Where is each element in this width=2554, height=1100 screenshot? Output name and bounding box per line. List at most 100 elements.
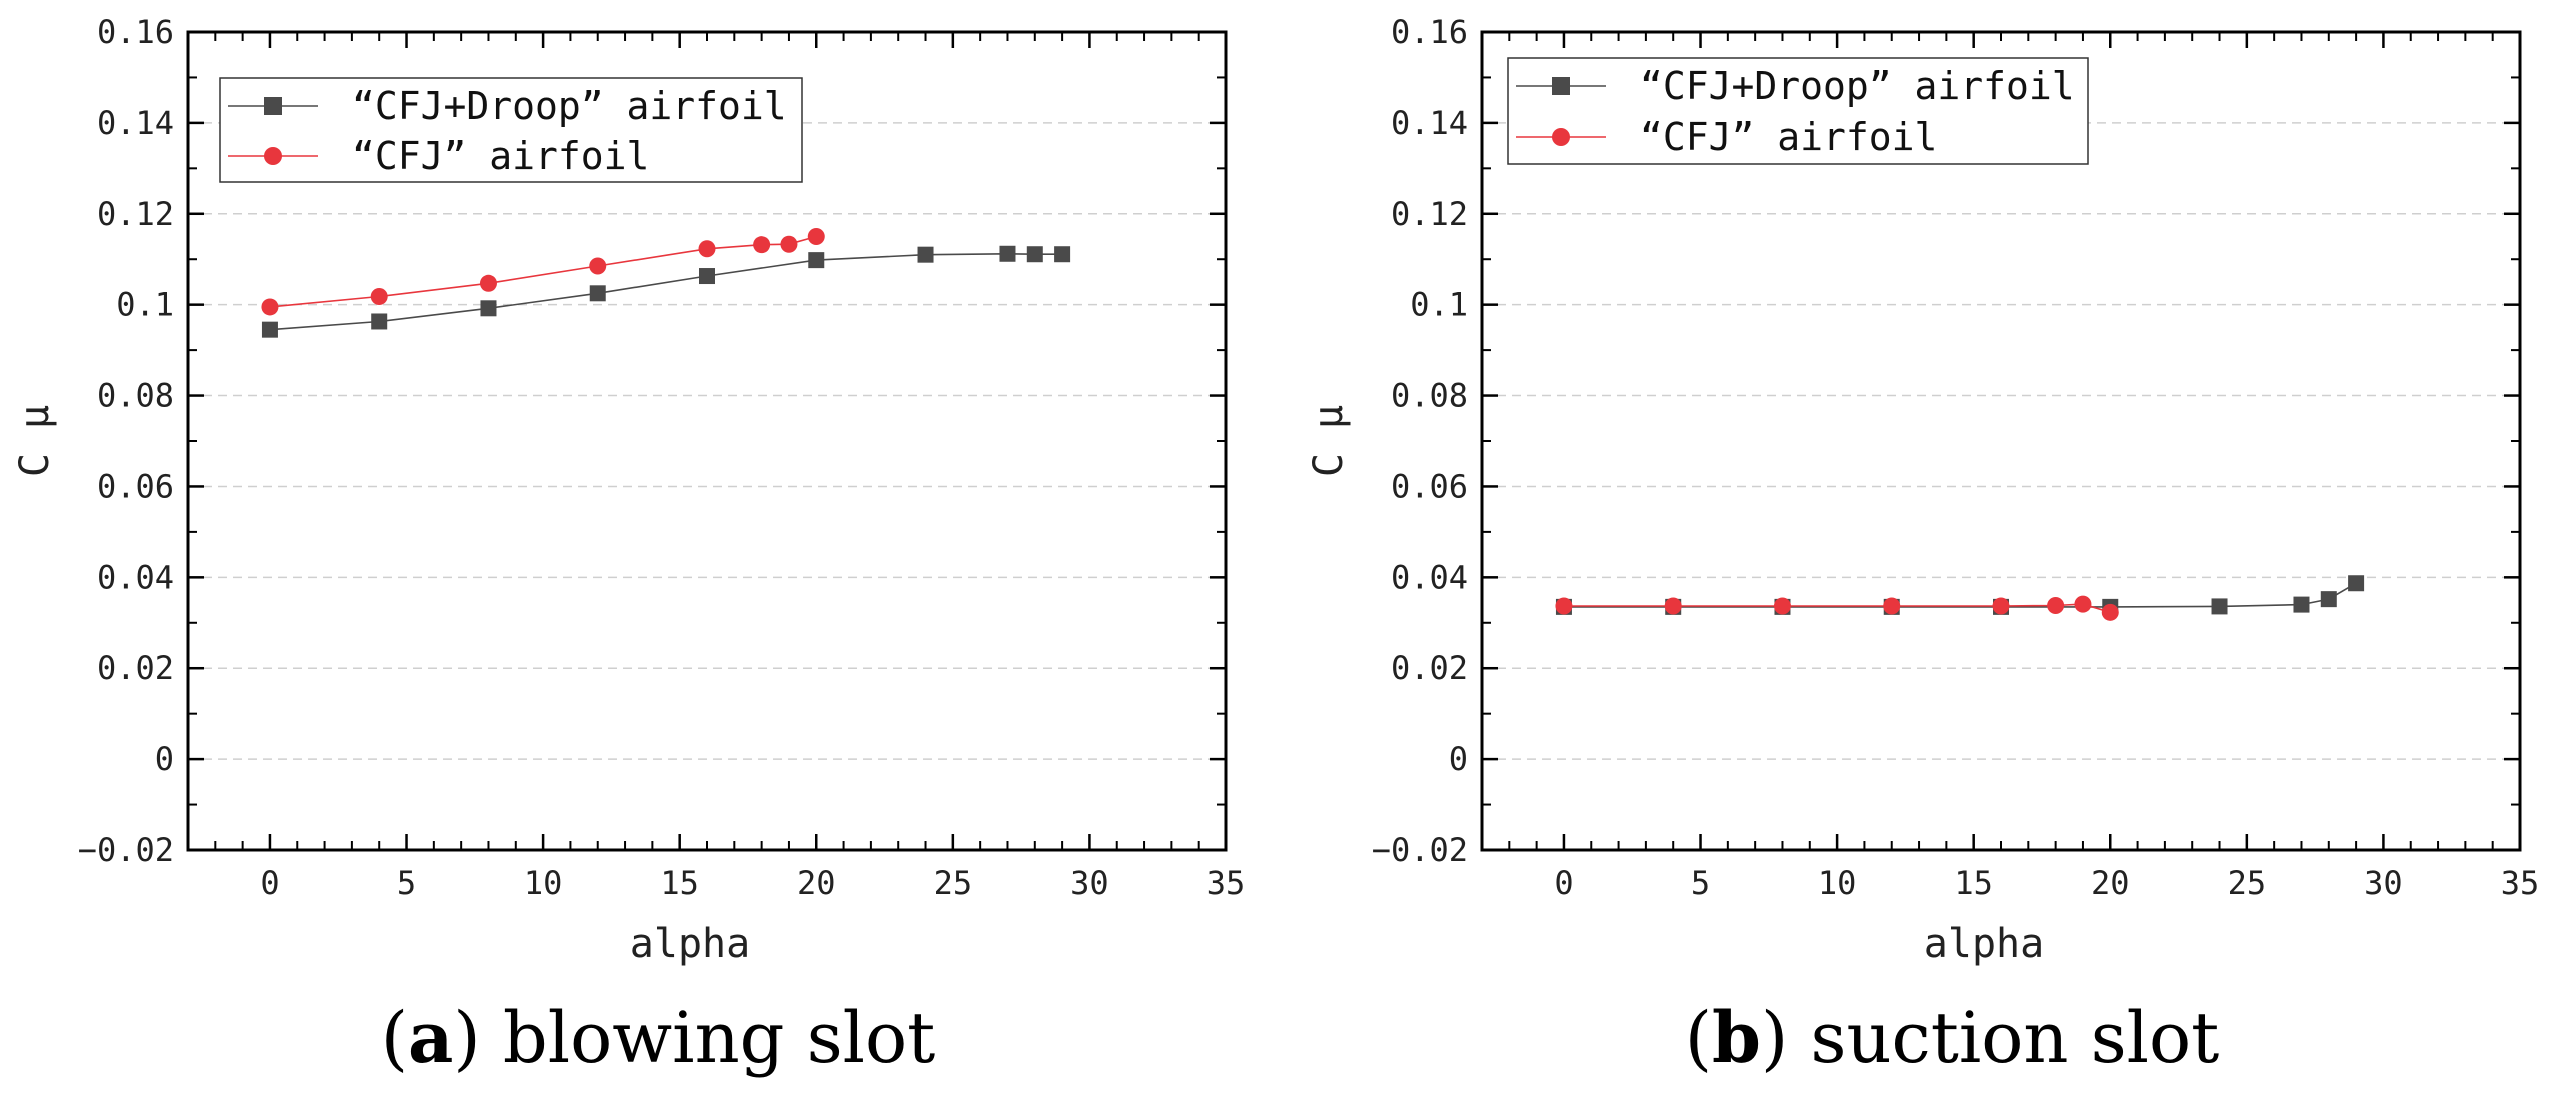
y-tick-label: 0.08 [97, 377, 174, 415]
series-line [1563, 582, 2357, 608]
x-axis-label: alpha [1924, 921, 2044, 967]
legend-box [1507, 57, 2089, 165]
y-tick-label: 0.1 [116, 286, 174, 324]
data-point-square [999, 245, 1016, 262]
series-line [1563, 603, 2111, 614]
y-tick-label: 0.08 [1391, 377, 1468, 415]
y-tick-label: 0.12 [97, 195, 174, 233]
x-tick-label: 10 [1818, 864, 1857, 902]
y-tick-label: 0.1 [1410, 286, 1468, 324]
legend-label-series-1: “CFJ+Droop” airfoil [1640, 64, 2075, 108]
x-tick-label: 25 [2228, 864, 2267, 902]
legend-marker-square [1552, 77, 1570, 95]
data-point-square [261, 321, 278, 338]
data-point-circle [1555, 597, 1573, 615]
x-tick-label: 0 [1554, 864, 1573, 902]
legend-marker-square [264, 97, 282, 115]
panel-blowing-slot: 0 5 10 15 20 25 30 35 −0.02 0 0.02 0.04 0.06 0.08 0.1… [12, 13, 1245, 1079]
caption-letter: a [408, 996, 453, 1079]
grid-lines [188, 122, 1226, 760]
y-axis-label: C μ [1306, 405, 1352, 477]
legend-label-series-2: “CFJ” airfoil [1640, 115, 1937, 159]
data-point-circle [807, 228, 825, 245]
legend: “CFJ+Droop” airfoil “CFJ” airfoil [1507, 57, 2089, 165]
data-point-square [480, 300, 497, 317]
data-point-square [2293, 596, 2310, 613]
data-point-square [808, 252, 825, 269]
caption-text: suction slot [1811, 997, 2220, 1079]
y-tick-label: 0.16 [1391, 13, 1468, 51]
caption-text: blowing slot [503, 997, 935, 1079]
x-tick-labels: 0 5 10 15 20 25 30 35 [1554, 864, 2539, 902]
y-tick-label: 0.14 [97, 104, 174, 142]
data-point-circle [1992, 597, 2010, 615]
data-point-circle [2101, 603, 2119, 621]
data-point-square [1026, 246, 1043, 263]
data-point-square [2348, 575, 2365, 592]
y-tick-label: 0 [1449, 740, 1468, 778]
data-point-square [371, 313, 388, 330]
grid-lines [1482, 122, 2520, 760]
x-tick-label: 35 [2501, 864, 2540, 902]
x-tick-labels: 0 5 10 15 20 25 30 35 [260, 864, 1245, 902]
y-tick-label: 0.04 [1391, 558, 1468, 596]
legend-label-series-1: “CFJ+Droop” airfoil [352, 84, 787, 128]
x-tick-label: 20 [2091, 864, 2130, 902]
y-tick-label: 0.02 [97, 649, 174, 687]
y-tick-label: 0.06 [97, 467, 174, 505]
x-axis-label: alpha [630, 921, 750, 967]
series-layer [1555, 575, 2365, 621]
data-point-circle [698, 240, 716, 258]
legend: “CFJ+Droop” airfoil “CFJ” airfoil [219, 77, 803, 183]
x-tick-label: 25 [934, 864, 973, 902]
legend-marker-circle [264, 147, 282, 165]
x-tick-label: 10 [524, 864, 563, 902]
x-tick-label: 20 [797, 864, 836, 902]
data-point-square [2211, 598, 2228, 615]
y-axis-label: C μ [12, 405, 58, 477]
data-point-circle [753, 236, 771, 254]
legend-marker-circle [1552, 128, 1570, 146]
y-tick-label: 0.12 [1391, 195, 1468, 233]
x-tick-label: 0 [260, 864, 279, 902]
data-point-circle [261, 298, 279, 316]
data-point-circle [1664, 597, 1682, 615]
data-point-square [589, 285, 606, 302]
panel-suction-slot: 0 5 10 15 20 25 30 35 −0.02 0 0.02 0.04 0.06 0.08 0.1… [1306, 13, 2539, 1079]
data-point-square [2320, 591, 2337, 608]
series-line [269, 252, 1063, 331]
y-tick-label: −0.02 [78, 831, 174, 869]
panel-caption: (b) suction slot [1685, 996, 2220, 1079]
y-tick-label: 0.16 [97, 13, 174, 51]
x-tick-label: 15 [1954, 864, 1993, 902]
x-tick-label: 30 [1070, 864, 1109, 902]
data-point-square [917, 246, 934, 263]
data-point-square [1054, 246, 1071, 263]
axis-ticks [1481, 30, 2522, 852]
x-tick-label: 30 [2364, 864, 2403, 902]
data-point-circle [2047, 597, 2065, 615]
y-tick-label: −0.02 [1372, 831, 1468, 869]
data-point-circle [1773, 597, 1791, 615]
data-point-square [699, 268, 715, 285]
y-tick-labels: −0.02 0 0.02 0.04 0.06 0.08 0.1 0.12 0.14 0.16 [1372, 13, 1468, 869]
caption-letter: b [1712, 996, 1761, 1079]
axis-ticks [187, 30, 1228, 852]
x-tick-label: 15 [660, 864, 699, 902]
data-point-circle [2074, 595, 2092, 613]
y-tick-label: 0.02 [1391, 649, 1468, 687]
legend-label-series-2: “CFJ” airfoil [352, 134, 649, 178]
series-layer [261, 228, 1071, 338]
data-point-circle [589, 257, 607, 275]
y-tick-labels: −0.02 0 0.02 0.04 0.06 0.08 0.1 0.12 0.14 0.16 [78, 13, 174, 869]
y-tick-label: 0.04 [97, 558, 174, 596]
panel-caption: (a) blowing slot [381, 996, 936, 1079]
data-point-circle [370, 287, 388, 305]
y-tick-label: 0.06 [1391, 467, 1468, 505]
data-point-circle [780, 235, 798, 253]
x-tick-label: 5 [397, 864, 416, 902]
x-tick-label: 35 [1207, 864, 1246, 902]
data-point-circle [1883, 597, 1901, 615]
data-point-circle [479, 274, 497, 292]
